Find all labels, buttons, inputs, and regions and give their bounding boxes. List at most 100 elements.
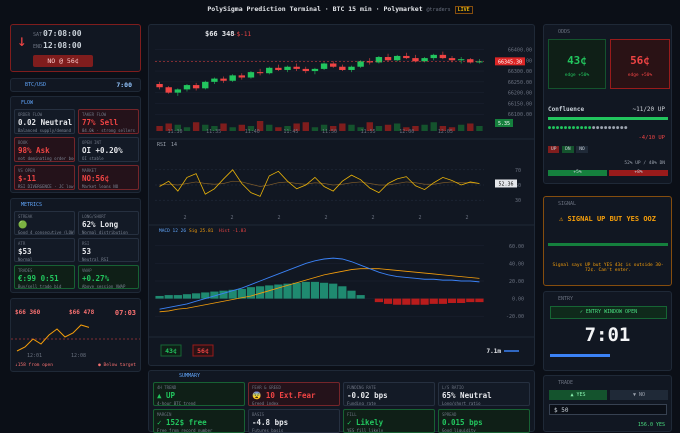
ticker: BTC/USD 7:00 [10,78,141,92]
btn[interactable]: DN [562,146,574,153]
hist-bar [237,288,246,299]
change: -$-11 [233,31,251,38]
hist-bar [173,295,182,299]
x-tick-label: 11:45 [283,129,298,135]
cell-note: Balanced supply/demand [18,128,71,133]
cell-label: MARKET [82,168,97,173]
yes-button[interactable]: ▲ YES [549,390,607,400]
hist-bar [201,292,210,299]
last-label: 66345.30 [498,59,522,65]
y-tick-label: -20.00 [506,314,524,320]
cell-note: OI stable [82,156,104,161]
rsi-value: 52.36 [498,181,513,187]
volume-bar [421,124,428,131]
signal-text: Signal says UP but YES 43¢ is outside 30… [552,263,664,273]
btn[interactable]: UP [548,146,560,153]
macd-label: MACD 12 26 [159,228,186,234]
hist-bar [383,298,393,304]
handle: @traders [426,7,451,13]
yes-card[interactable]: 43¢ edge +50% [548,39,606,89]
amount-input[interactable]: $ 50 [549,404,667,415]
cell-note: 4-hour BTC trend [157,401,196,406]
cell: BOOK 98% Ask not dominating order book [14,137,75,162]
rsi-period: 14 [171,142,177,148]
macd-label: Sig 25.81 [189,228,214,234]
time: 7:00 [116,81,132,89]
cell-label: ORDER FLOW [18,112,43,117]
cell-value: 🟢 [18,220,28,229]
cell: OPEN INT OI +0.20% OI stable [78,137,139,162]
cell-value: 77% Sell [82,118,119,127]
volume-bar [476,126,483,131]
now: $66 478 [69,309,95,316]
confluence-label: Confluence [548,106,585,113]
trade-title: TRADE [558,380,574,386]
btn[interactable]: NO [576,146,588,153]
candle-body [302,68,309,72]
volume-bar [448,127,456,131]
metrics-panel: METRICS STREAK 🟢 Good 4 consecutive (LOW) L… [10,198,141,293]
no-card[interactable]: 56¢ edge +50% [610,39,670,89]
cell-label: TRADES [18,268,33,273]
volume-bar [302,122,309,131]
candle-body [457,59,465,61]
hist-bar [182,294,192,299]
y-tick-label: 66200.00 [508,91,532,97]
candle-body [339,66,346,70]
yes-box [160,344,182,357]
headline: ⚠ SIGNAL UP BUT YES OOZ [559,215,656,223]
candle-body [448,58,456,61]
hist-bar [402,298,411,305]
cell-note: Above session VWAP [82,284,126,289]
cell-note: 84.0k · strong sellers [82,128,135,133]
candle-body [247,72,255,78]
cell-value: 62% Long [82,220,119,229]
cell-note: Good liquidity [442,428,476,433]
cell-value: ✓ Likely [347,418,384,427]
candle-body [183,85,191,90]
entry-status: ✓ ENTRY WINDOW OPEN [550,306,667,319]
x-tick-label: 11:40 [245,129,260,135]
candle-body [357,61,364,67]
volume-bar [439,126,447,131]
no-button[interactable]: NO @ 56¢ [33,55,93,67]
candle-body [156,84,163,88]
hist-bar [411,298,420,305]
mini-line [16,324,90,352]
candle-body [375,57,383,63]
macd-label: Hist -1.83 [219,228,246,234]
hist-bar [155,295,164,299]
hist-bar [292,282,301,299]
cell-label: TAKER FLOW [82,112,107,117]
candle-body [174,89,182,93]
volume-bar [220,123,227,131]
candle-body [311,68,319,72]
candle-body [467,59,474,63]
candle-body [366,61,373,63]
hist-bar [438,298,447,304]
x-label: 12:08 [71,353,87,359]
cell-label: SPREAD [442,412,457,417]
volume-bar [311,127,319,131]
y-tick-label: 0.00 [512,297,524,303]
cell: TAKER FLOW 77% Sell 84.0k · strong sellers [78,109,139,134]
cell-note: Buy/sell trade bid [18,284,62,289]
yes-quote: 43¢ [165,347,177,355]
cell: ORDER FLOW 0.02 Neutral Balanced supply/de… [14,109,75,134]
cell: MARKET NO:56¢ Market leans NO [78,165,139,190]
cell-value: +0.27% [82,274,110,283]
cell: LONG/SHORT 62% Long Normal distribution [78,211,139,235]
cell: L/S RATIO 65% Neutral Long/short ratio [438,382,530,406]
odds-title: ODDS [558,29,571,35]
volume-bar [457,124,465,131]
candle-body [229,75,236,81]
volume-bar [192,122,200,131]
cell-label: ATR [18,241,26,246]
candle-body [412,58,419,62]
volume-bar [293,123,300,131]
rsi-tag [495,179,517,188]
cell-value: 0.015 bps [442,418,483,427]
no-button[interactable]: ▼ NO [610,390,668,400]
cell: FEAR & GREED 😨 10 Ext.Fear Greed index [248,382,340,406]
volume-bar [247,126,255,131]
